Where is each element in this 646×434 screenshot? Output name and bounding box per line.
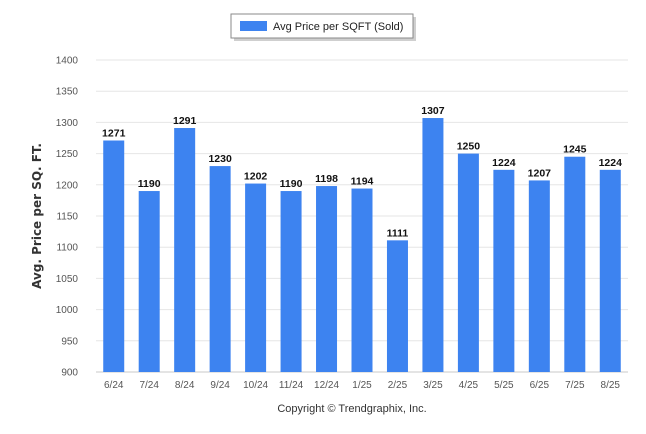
x-tick-label: 4/25 xyxy=(459,380,479,391)
x-tick-label: 7/25 xyxy=(565,380,585,391)
x-tick-label: 3/25 xyxy=(423,380,443,391)
y-tick-label: 950 xyxy=(61,336,78,347)
bar xyxy=(209,166,231,372)
bar xyxy=(174,128,196,372)
bar xyxy=(138,191,160,372)
x-tick-label: 6/25 xyxy=(530,380,550,391)
data-label: 1291 xyxy=(173,115,197,127)
bar xyxy=(280,191,302,372)
y-tick-label: 1150 xyxy=(56,212,78,223)
bar xyxy=(528,180,550,372)
x-tick-label: 1/25 xyxy=(352,380,372,391)
y-tick-label: 900 xyxy=(61,368,78,379)
y-tick-label: 1050 xyxy=(56,274,79,285)
y-tick-label: 1000 xyxy=(56,305,79,316)
x-tick-label: 8/25 xyxy=(601,380,621,391)
bar xyxy=(599,169,621,372)
data-label: 1111 xyxy=(387,227,409,239)
data-label: 1224 xyxy=(599,157,623,169)
legend-swatch xyxy=(240,21,267,31)
bar xyxy=(316,186,338,372)
y-tick-label: 1400 xyxy=(56,56,79,67)
y-tick-label: 1350 xyxy=(56,87,79,98)
x-tick-label: 8/24 xyxy=(175,380,195,391)
x-tick-label: 5/25 xyxy=(494,380,514,391)
bar xyxy=(564,156,586,372)
y-axis-ticks: 900 950 1000 1050 1100 1150 1200 1250 1300 1350 14… xyxy=(56,56,79,379)
data-labels: 1271 1190 1291 1230 1202 1190 1198 1194 1111 1307… xyxy=(102,105,622,239)
x-tick-label: 6/24 xyxy=(104,380,124,391)
data-label: 1190 xyxy=(280,178,303,190)
y-tick-label: 1300 xyxy=(56,118,79,129)
data-label: 1202 xyxy=(244,171,268,183)
x-tick-label: 7/24 xyxy=(139,380,159,391)
y-tick-label: 1200 xyxy=(56,180,79,191)
x-tick-label: 2/25 xyxy=(388,380,408,391)
data-label: 1271 xyxy=(102,127,126,139)
data-label: 1224 xyxy=(492,157,516,169)
bar xyxy=(245,183,267,372)
y-tick-label: 1100 xyxy=(56,243,78,254)
x-tick-label: 11/24 xyxy=(279,380,304,391)
legend-label: Avg Price per SQFT (Sold) xyxy=(273,21,403,33)
data-label: 1250 xyxy=(457,141,481,153)
data-label: 1207 xyxy=(528,167,552,179)
data-label: 1307 xyxy=(421,105,445,117)
x-tick-label: 12/24 xyxy=(314,380,339,391)
bar xyxy=(386,240,408,372)
bar xyxy=(422,118,444,372)
x-tick-label: 10/24 xyxy=(243,380,268,391)
copyright-credit: Copyright © Trendgraphix, Inc. xyxy=(277,403,426,415)
data-label: 1190 xyxy=(138,178,161,190)
data-label: 1194 xyxy=(351,176,374,188)
y-tick-label: 1250 xyxy=(56,149,79,160)
bars xyxy=(103,118,621,372)
data-label: 1230 xyxy=(208,153,232,165)
x-tick-label: 9/24 xyxy=(210,380,230,391)
legend: Avg Price per SQFT (Sold) xyxy=(230,13,416,41)
bar xyxy=(103,140,125,372)
data-label: 1198 xyxy=(315,173,338,185)
data-label: 1245 xyxy=(563,144,587,156)
bar xyxy=(493,169,515,372)
y-axis-title: Avg. Price per SQ. FT. xyxy=(30,143,44,289)
x-axis-ticks: 6/24 7/24 8/24 9/24 10/24 11/24 12/24 1/25 2/25 3… xyxy=(104,380,620,391)
bar xyxy=(457,153,479,372)
bar xyxy=(351,188,373,372)
